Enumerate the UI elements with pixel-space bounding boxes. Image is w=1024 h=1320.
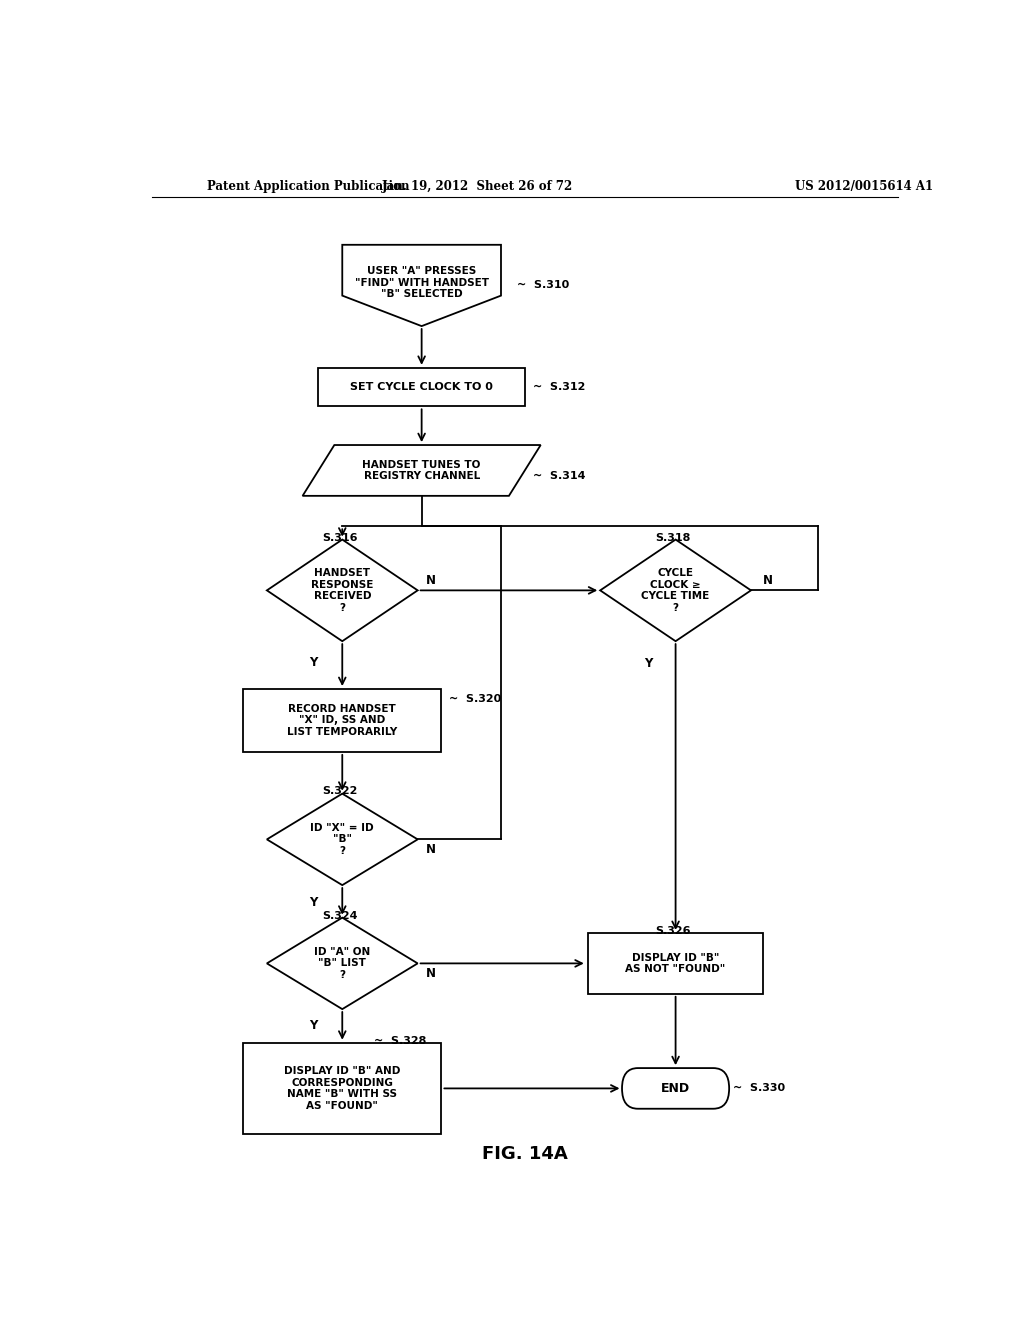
Polygon shape xyxy=(342,244,501,326)
Text: ~  S.328: ~ S.328 xyxy=(374,1036,426,1045)
Text: N: N xyxy=(426,574,435,586)
Text: CYCLE
CLOCK ≥
CYCLE TIME
?: CYCLE CLOCK ≥ CYCLE TIME ? xyxy=(641,568,710,612)
Text: S.318: S.318 xyxy=(655,532,691,543)
FancyBboxPatch shape xyxy=(588,933,763,994)
Text: Patent Application Publication: Patent Application Publication xyxy=(207,181,410,193)
Polygon shape xyxy=(267,540,418,642)
Text: N: N xyxy=(426,843,435,857)
Text: ID "X" = ID
"B"
?: ID "X" = ID "B" ? xyxy=(310,822,374,855)
Text: S.322: S.322 xyxy=(323,785,357,796)
Text: Y: Y xyxy=(309,896,317,909)
Polygon shape xyxy=(267,793,418,886)
Text: HANDSET
RESPONSE
RECEIVED
?: HANDSET RESPONSE RECEIVED ? xyxy=(311,568,374,612)
Text: FIG. 14A: FIG. 14A xyxy=(482,1146,567,1163)
FancyBboxPatch shape xyxy=(318,368,524,407)
FancyBboxPatch shape xyxy=(243,689,441,752)
Text: ~  S.310: ~ S.310 xyxy=(517,280,569,290)
Text: ~  S.312: ~ S.312 xyxy=(532,381,585,392)
Text: N: N xyxy=(426,968,435,979)
Text: RECORD HANDSET
"X" ID, SS AND
LIST TEMPORARILY: RECORD HANDSET "X" ID, SS AND LIST TEMPO… xyxy=(287,704,397,737)
Text: Y: Y xyxy=(309,1019,317,1032)
Polygon shape xyxy=(267,917,418,1008)
Text: Jan. 19, 2012  Sheet 26 of 72: Jan. 19, 2012 Sheet 26 of 72 xyxy=(382,181,572,193)
Polygon shape xyxy=(303,445,541,496)
Polygon shape xyxy=(600,540,751,642)
Text: ID "A" ON
"B" LIST
?: ID "A" ON "B" LIST ? xyxy=(314,946,371,979)
Text: DISPLAY ID "B"
AS NOT "FOUND": DISPLAY ID "B" AS NOT "FOUND" xyxy=(626,953,726,974)
Text: S.326: S.326 xyxy=(655,925,691,936)
Text: S.324: S.324 xyxy=(323,911,358,920)
FancyBboxPatch shape xyxy=(622,1068,729,1109)
Text: ~  S.330: ~ S.330 xyxy=(733,1084,784,1093)
Text: HANDSET TUNES TO
REGISTRY CHANNEL: HANDSET TUNES TO REGISTRY CHANNEL xyxy=(362,459,481,482)
Text: Y: Y xyxy=(309,656,317,669)
Text: ~  S.314: ~ S.314 xyxy=(532,470,586,480)
Text: USER "A" PRESSES
"FIND" WITH HANDSET
"B" SELECTED: USER "A" PRESSES "FIND" WITH HANDSET "B"… xyxy=(354,267,488,300)
FancyBboxPatch shape xyxy=(243,1043,441,1134)
Text: SET CYCLE CLOCK TO 0: SET CYCLE CLOCK TO 0 xyxy=(350,381,494,392)
Text: END: END xyxy=(662,1082,690,1094)
Text: Y: Y xyxy=(644,657,652,671)
Text: US 2012/0015614 A1: US 2012/0015614 A1 xyxy=(795,181,933,193)
Text: S.316: S.316 xyxy=(323,532,358,543)
Text: N: N xyxy=(763,574,773,586)
Text: DISPLAY ID "B" AND
CORRESPONDING
NAME "B" WITH SS
AS "FOUND": DISPLAY ID "B" AND CORRESPONDING NAME "B… xyxy=(284,1067,400,1111)
Text: ~  S.320: ~ S.320 xyxy=(450,694,502,704)
